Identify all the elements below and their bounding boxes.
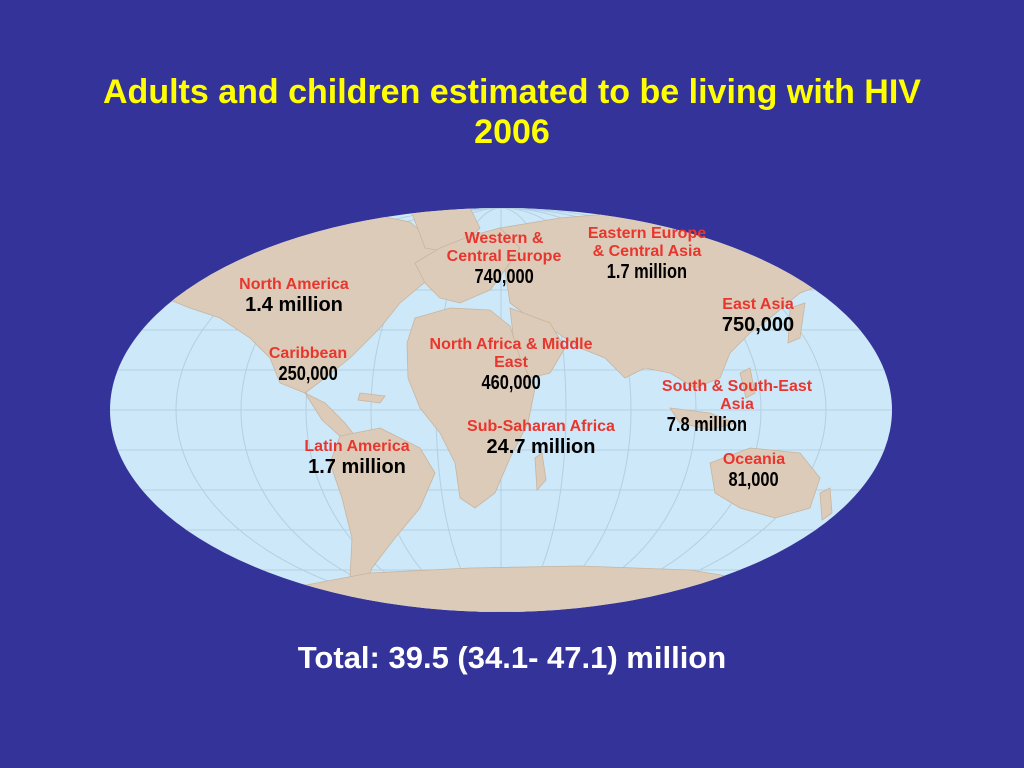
- land-se-asia-islands: [669, 407, 737, 431]
- land-japan: [787, 302, 806, 344]
- region-name: Latin America: [304, 438, 410, 455]
- label-east-asia: East Asia 750,000: [700, 296, 816, 336]
- label-latin-america: Latin America 1.7 million: [286, 438, 428, 478]
- region-name-line-2: & Central Asia: [592, 242, 702, 260]
- region-value: 1.7 million: [606, 260, 688, 283]
- land-madagascar: [534, 452, 547, 491]
- slide-title: Adults and children estimated to be livi…: [0, 72, 1024, 152]
- world-map: [110, 208, 892, 612]
- label-sub-saharan-africa: Sub-Saharan Africa 24.7 million: [444, 418, 638, 458]
- label-north-africa-middle-east: North Africa & Middle East 460,000: [404, 336, 618, 394]
- label-western-central-europe: Western & Central Europe 740,000: [428, 230, 580, 288]
- label-south-southeast-asia: South & South-East Asia 7.8 million: [640, 378, 834, 436]
- region-name-line-1: South & South-East: [661, 378, 813, 395]
- region-value: 1.4 million: [245, 293, 343, 316]
- region-value: 24.7 million: [486, 435, 596, 458]
- region-value: 750,000: [721, 313, 795, 336]
- land-south-america: [329, 427, 436, 602]
- title-line-1: Adults and children estimated to be livi…: [103, 73, 921, 111]
- region-value: 740,000: [474, 265, 534, 288]
- total-estimate: Total: 39.5 (34.1- 47.1) million: [297, 640, 727, 675]
- label-eastern-europe-central-asia: Eastern Europe & Central Asia 1.7 millio…: [568, 225, 726, 283]
- title-line-2: 2006: [474, 113, 550, 151]
- region-name: Oceania: [722, 451, 786, 468]
- label-north-america: North America 1.4 million: [222, 276, 366, 316]
- region-value: 7.8 million: [666, 413, 748, 436]
- region-value: 460,000: [481, 371, 541, 394]
- region-value: 250,000: [278, 362, 338, 385]
- region-value: 1.7 million: [308, 455, 406, 478]
- land-new-zealand: [819, 487, 833, 521]
- land-australia: [709, 447, 821, 519]
- region-name-line-1: Western &: [464, 230, 544, 247]
- label-oceania: Oceania 81,000: [704, 451, 804, 491]
- land-caribbean: [357, 392, 386, 404]
- region-name-line-2: Asia: [720, 395, 754, 413]
- region-name: Caribbean: [268, 345, 348, 362]
- region-name: East Asia: [722, 296, 794, 313]
- region-value: 81,000: [728, 468, 780, 491]
- region-name: Sub-Saharan Africa: [467, 418, 615, 435]
- region-name-line-1: North Africa & Middle: [429, 336, 593, 353]
- region-name-line-2: Central Europe: [446, 247, 562, 265]
- land-philippines: [739, 367, 756, 399]
- land-africa: [406, 307, 536, 509]
- region-name-line-1: Eastern Europe: [587, 225, 707, 242]
- label-caribbean: Caribbean 250,000: [248, 345, 368, 385]
- region-name-line-2: East: [494, 353, 528, 371]
- region-name: North America: [239, 276, 349, 293]
